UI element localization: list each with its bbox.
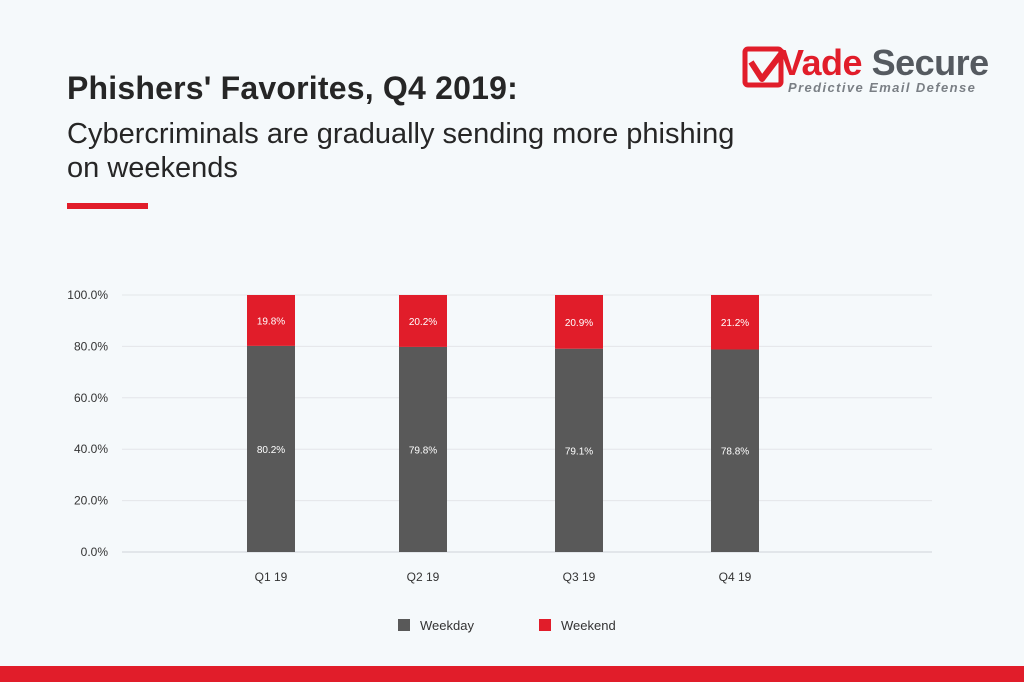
data-label: 20.9% (565, 318, 593, 329)
logo-wordmark: Vade Secure (780, 42, 989, 84)
y-tick-label: 80.0% (74, 339, 108, 353)
logo-word-secure: Secure (871, 42, 990, 83)
legend-label: Weekend (561, 618, 616, 633)
chart-subtitle: Cybercriminals are gradually sending mor… (67, 118, 735, 184)
data-label: 21.2% (721, 318, 749, 329)
bar-segment-weekday (399, 346, 447, 552)
chart-title: Phishers' Favorites, Q4 2019: (67, 70, 518, 106)
logo-tagline: Predictive Email Defense (788, 80, 977, 95)
legend-swatch-weekday (398, 619, 410, 631)
x-tick-label: Q1 19 (255, 570, 288, 584)
x-tick-label: Q2 19 (407, 570, 440, 584)
bar-segment-weekend (247, 295, 295, 346)
bar-segment-weekday (247, 345, 295, 552)
bar-segment-weekend (555, 295, 603, 349)
footer-accent-bar (0, 666, 1024, 682)
data-label: 19.8% (257, 316, 285, 327)
vade-secure-logo: Vade Secure Predictive Email Defense (742, 42, 989, 96)
data-label: 80.2% (257, 445, 285, 456)
checkmark-logo-icon (742, 46, 787, 88)
data-label: 78.8% (721, 447, 749, 458)
logo-word-vade: Vade (780, 42, 863, 83)
bar-segment-weekend (399, 295, 447, 347)
data-label: 79.8% (409, 445, 437, 456)
bar-segment-weekday (711, 349, 759, 552)
legend-label: Weekday (420, 618, 474, 633)
x-tick-label: Q3 19 (563, 570, 596, 584)
bar-segment-weekend (711, 295, 759, 350)
bar-segment-weekday (555, 348, 603, 552)
y-tick-label: 40.0% (74, 442, 108, 456)
y-tick-label: 20.0% (74, 494, 108, 508)
x-tick-label: Q4 19 (719, 570, 752, 584)
y-tick-label: 0.0% (81, 545, 109, 559)
data-label: 20.2% (409, 317, 437, 328)
data-label: 79.1% (565, 446, 593, 457)
title-accent-bar (67, 203, 148, 209)
legend-swatch-weekend (539, 619, 551, 631)
y-tick-label: 100.0% (67, 288, 108, 302)
y-tick-label: 60.0% (74, 391, 108, 405)
